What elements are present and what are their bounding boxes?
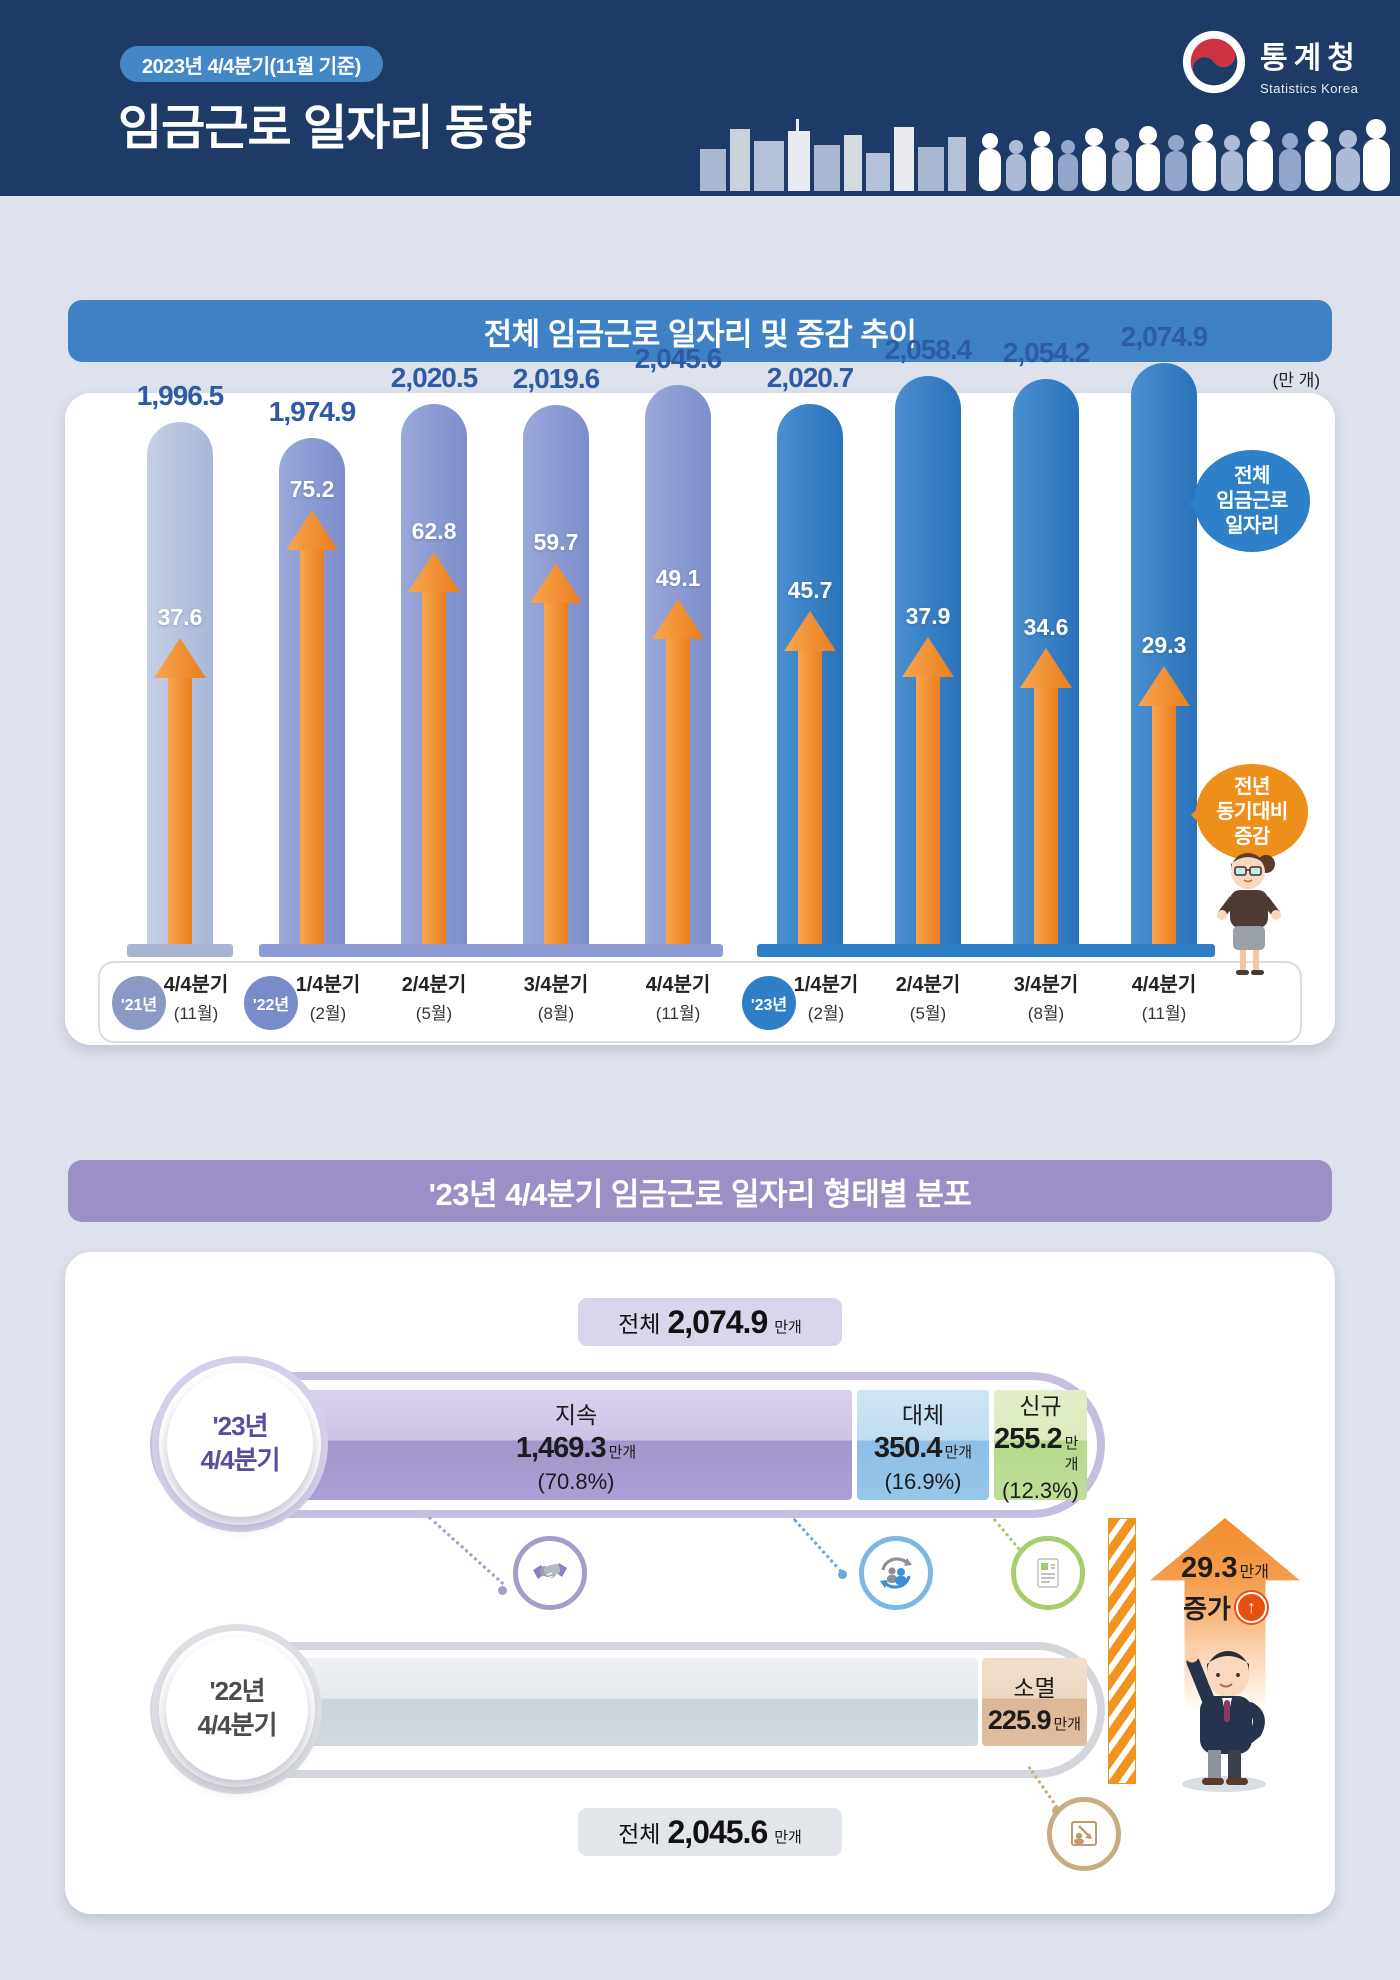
x-axis-label: 4/4분기 (11월) — [163, 974, 229, 1023]
header: 2023년 4/4분기(11월 기준) 임금근로 일자리 동향 통계청 Stat… — [0, 0, 1400, 196]
x-axis-label: 4/4분기 (11월) — [1131, 974, 1197, 1023]
bar-value-label: 2,074.9 — [1120, 321, 1208, 352]
x-axis-label: 3/4분기 (8월) — [523, 974, 589, 1023]
hatched-divider-strip — [1108, 1518, 1136, 1784]
yoy-arrow-icon — [1138, 666, 1190, 946]
yoy-arrow-icon — [408, 552, 460, 946]
baseline-strip-2023 — [757, 944, 1215, 957]
x-axis-label: 2/4분기 (5월) — [401, 974, 467, 1023]
yoy-change-label: 62.8 — [411, 518, 457, 544]
x-axis-label: 3/4분기 (8월) — [1013, 974, 1079, 1023]
yoy-change-label: 59.7 — [533, 529, 579, 555]
bar-value-label: 2,054.2 — [1002, 337, 1090, 368]
period-badge: 2023년 4/4분기(11월 기준) — [120, 46, 383, 82]
logo-korean-text: 통계청 — [1260, 42, 1361, 75]
businessman-character — [1160, 1642, 1290, 1797]
yoy-change-label: 37.9 — [905, 603, 951, 629]
year-disc-2023: '23년 4/4분기 — [167, 1371, 313, 1517]
city-skyline-silhouette — [700, 101, 1400, 196]
baseline-strip-2022 — [259, 944, 723, 957]
total-badge-2022: 전체 2,045.6 만개 — [578, 1808, 842, 1856]
yoy-change-label: 29.3 — [1141, 632, 1187, 658]
segment-somyeol: 소멸 225.9 만개 — [982, 1658, 1087, 1746]
new-job-document-icon — [1011, 1536, 1085, 1610]
bar-value-label: 2,020.7 — [766, 362, 854, 393]
yoy-arrow-icon — [1020, 648, 1072, 946]
yoy-arrow-icon — [530, 563, 582, 946]
bar-value-label: 2,045.6 — [634, 343, 722, 374]
section1-banner: 전체 임금근로 일자리 및 증감 추이 — [68, 300, 1332, 362]
yoy-change-label: 45.7 — [787, 577, 833, 603]
segment-singyu: 신규 255.2 만개 (12.3%) — [994, 1390, 1087, 1503]
disappear-job-icon — [1047, 1797, 1121, 1871]
bar-value-label: 1,974.9 — [268, 396, 356, 427]
baseline-strip-2021 — [127, 944, 233, 957]
x-axis-label-box — [98, 961, 1302, 1043]
yoy-arrow-icon — [652, 599, 704, 946]
replace-cycle-icon — [859, 1536, 933, 1610]
bar-value-label: 2,019.6 — [512, 363, 600, 394]
handshake-icon — [513, 1536, 587, 1610]
increase-circle-arrow-icon — [1235, 1592, 1267, 1623]
connector-dot — [498, 1586, 507, 1595]
x-axis-label: 2/4분기 (5월) — [895, 974, 961, 1023]
increase-annotation: 29.3 만개 증가 — [1150, 1552, 1300, 1626]
bar-value-label: 1,996.5 — [136, 380, 224, 411]
bar-value-label: 2,020.5 — [390, 362, 478, 393]
yoy-arrow-icon — [784, 611, 836, 946]
connector-dot — [838, 1570, 847, 1579]
x-axis-label: 1/4분기 (2월) — [793, 974, 859, 1023]
bar-value-label: 2,058.4 — [884, 334, 972, 365]
yoy-arrow-icon — [286, 510, 338, 946]
yoy-change-label: 34.6 — [1023, 614, 1069, 640]
yoy-change-label: 75.2 — [289, 476, 335, 502]
segment-continuing-2022 — [300, 1658, 978, 1746]
yoy-change-label: 49.1 — [655, 565, 701, 591]
total-badge-2023: 전체 2,074.9 만개 — [578, 1298, 842, 1346]
segment-daeche: 대체 350.4 만개 (16.9%) — [857, 1390, 989, 1500]
yoy-arrow-icon — [154, 638, 206, 946]
unit-label: (만 개) — [1272, 371, 1320, 390]
x-axis-label: 1/4분기 (2월) — [295, 974, 361, 1023]
callout-total-jobs: 전체 임금근로 일자리 — [1189, 450, 1310, 552]
year-badge-2023: '23년 — [742, 976, 796, 1030]
yoy-arrow-icon — [902, 637, 954, 946]
page-title: 임금근로 일자리 동향 — [118, 102, 532, 155]
x-axis-label: 4/4분기 (11월) — [645, 974, 711, 1023]
year-badge-2022: '22년 — [244, 976, 298, 1030]
callout-yoy-change: 전년 동기대비 증감 — [1191, 764, 1308, 860]
logo-english-text: Statistics Korea — [1260, 81, 1359, 96]
statistician-woman-character — [1208, 846, 1292, 983]
segment-jisok: 지속 1,469.3 만개 (70.8%) — [300, 1390, 852, 1500]
taegeuk-logo-icon — [1180, 28, 1248, 101]
statistics-korea-logo: 통계청 Statistics Korea — [1180, 28, 1361, 101]
year-disc-2022: '22년 4/4분기 — [166, 1638, 308, 1780]
yoy-change-label: 37.6 — [157, 604, 203, 630]
year-badge-2021: '21년 — [112, 976, 166, 1030]
section2-banner: '23년 4/4분기 임금근로 일자리 형태별 분포 — [68, 1160, 1332, 1222]
